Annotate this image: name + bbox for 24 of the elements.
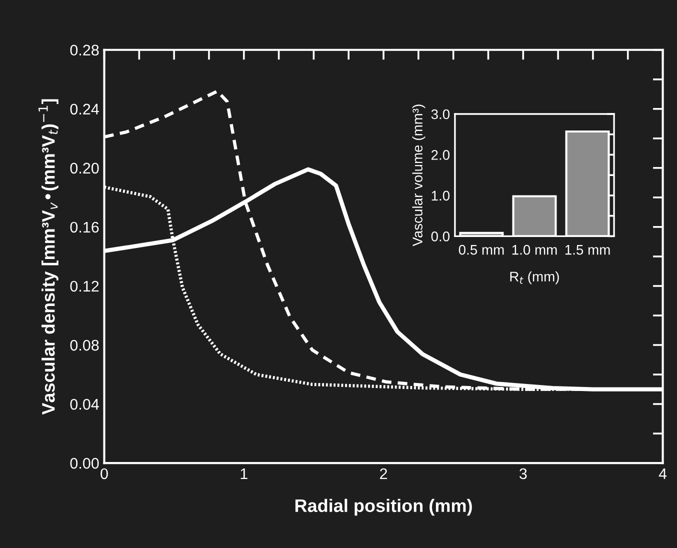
y-tick-label: 0.20 [70, 162, 99, 174]
x-tick-label: 0.5 mm [458, 244, 504, 255]
x-tick-label: 1 [240, 468, 248, 479]
y-tick-label: 0.24 [70, 104, 99, 115]
y-tick-label: 0.00 [70, 458, 99, 469]
x-tick-label: 3 [519, 468, 527, 480]
y-axis-title: Vascular volume (mm³) [412, 104, 426, 246]
y-axis-title: Vascular density [mm³V$_{v}$•(mm³V$_{t}$)$^{−1}$] [38, 99, 58, 415]
y-tick-label: 3.0 [431, 109, 450, 120]
y-tick-label: 0.0 [431, 232, 450, 242]
x-tick-label: 1.0 mm [512, 244, 557, 255]
x-tick-label: 1.5 mm [565, 245, 610, 255]
x-axis-title: Radial position (mm) [295, 498, 472, 516]
x-tick-label: 4 [658, 468, 667, 479]
y-tick-label: 0.04 [70, 398, 99, 410]
y-tick-label: 0.28 [70, 44, 99, 56]
x-tick-label: 0 [100, 468, 108, 480]
y-tick-label: 0.12 [70, 280, 99, 292]
x-axis-title: R$_{t}$ (mm) [510, 271, 559, 284]
y-tick-label: 2.0 [431, 150, 450, 160]
y-tick-label: 0.16 [70, 222, 99, 233]
x-tick-label: 2 [380, 468, 387, 479]
y-tick-label: 1.0 [432, 190, 450, 201]
y-tick-label: 0.08 [70, 340, 99, 351]
